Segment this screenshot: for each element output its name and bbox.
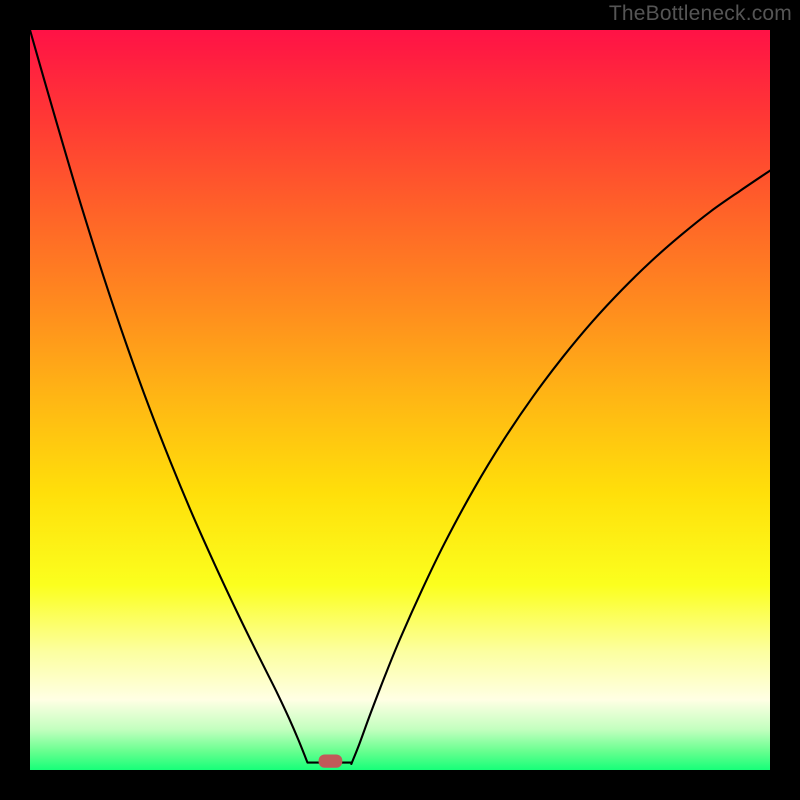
bottleneck-chart — [0, 0, 800, 800]
chart-container: TheBottleneck.com — [0, 0, 800, 800]
plot-background-gradient — [30, 30, 770, 770]
watermark-text: TheBottleneck.com — [609, 2, 792, 26]
optimal-point-marker — [319, 754, 343, 767]
